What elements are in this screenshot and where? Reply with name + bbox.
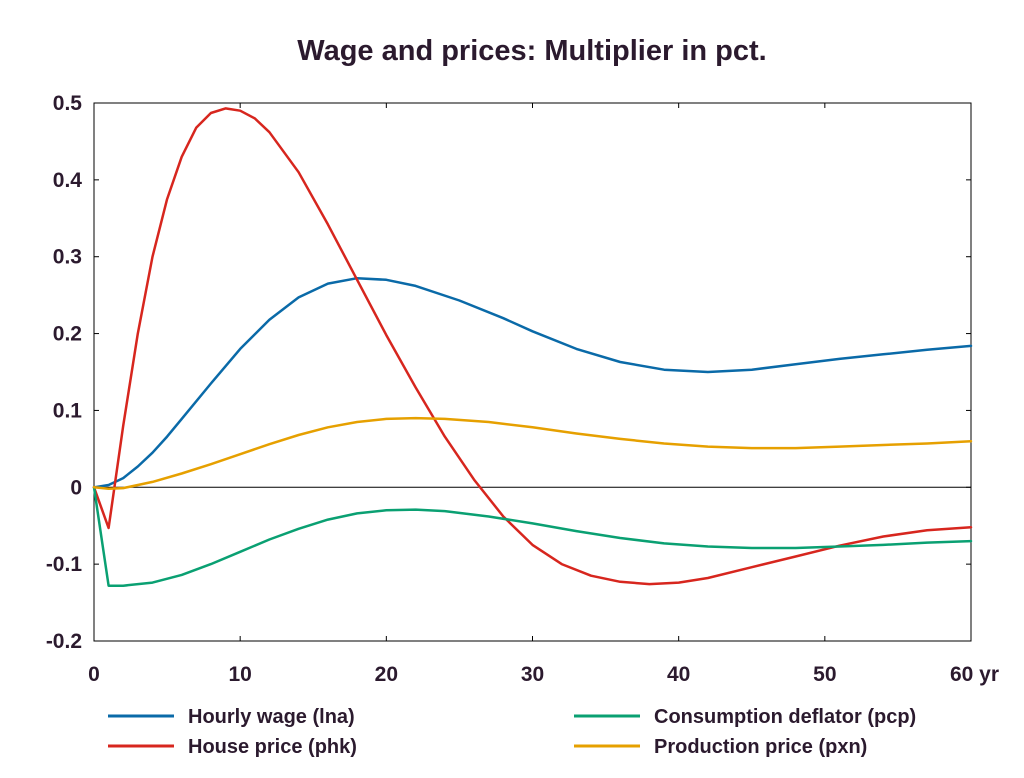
series-line-hourly-wage-lna [92, 276, 973, 489]
x-tick-label: 20 [375, 663, 398, 686]
x-tick-label: 0 [88, 663, 100, 686]
y-tick-label: 0.2 [53, 323, 82, 346]
x-tick-label: 40 [667, 663, 690, 686]
legend-label: Consumption deflator (pcp) [654, 706, 916, 728]
x-tick-label: 30 [521, 663, 544, 686]
legend-label: Hourly wage (lna) [188, 706, 355, 728]
y-tick-label: -0.1 [46, 553, 83, 576]
y-tick-label: -0.2 [46, 630, 82, 653]
legend: Hourly wage (lna) Consumption deflator (p… [108, 706, 916, 758]
x-axis: 0 10 20 30 40 50 60 yr [88, 103, 999, 686]
x-tick-label: 50 [813, 663, 836, 686]
y-tick-label: 0.1 [53, 399, 83, 422]
series-line-consumption-deflator-pcp [92, 486, 973, 587]
x-tick-label: 10 [228, 663, 251, 686]
series-line-house-price-phk [92, 107, 973, 586]
y-tick-label: 0.4 [53, 169, 83, 192]
y-tick-label: 0.5 [53, 92, 83, 115]
chart-title: Wage and prices: Multiplier in pct. [297, 35, 766, 67]
y-tick-label: 0.3 [53, 246, 82, 269]
x-tick-label: 60 yr [950, 663, 999, 686]
legend-label: Production price (pxn) [654, 736, 867, 758]
plot-frame [93, 102, 972, 642]
series-layer [92, 107, 973, 587]
legend-label: House price (phk) [188, 736, 357, 758]
y-axis: -0.2 -0.1 0 0.1 0.2 0.3 0.4 0.5 [46, 92, 971, 653]
series-line-production-price-pxn [92, 416, 973, 491]
y-tick-label: 0 [70, 476, 82, 499]
